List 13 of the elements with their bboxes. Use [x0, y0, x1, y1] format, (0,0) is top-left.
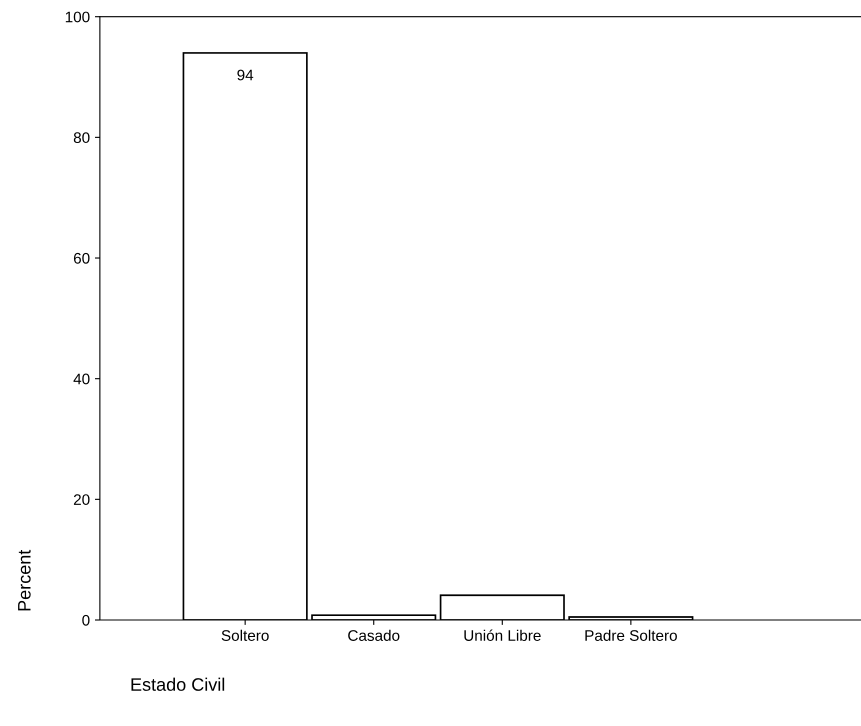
y-axis-title: Percent [18, 550, 31, 610]
y-tick-label: 40 [74, 374, 90, 384]
y-tick-label: 80 [74, 132, 90, 144]
x-tick-label: Soltero [222, 630, 269, 641]
y-tick-label: 0 [82, 614, 90, 626]
x-tick-label: Casado [348, 630, 400, 641]
data-label: 94 [237, 70, 254, 80]
y-tick-label: 60 [74, 252, 90, 264]
y-tick-label: 100 [66, 12, 90, 22]
x-axis-title: Estado Civil [131, 678, 224, 691]
y-tick-label: 20 [74, 494, 90, 506]
x-tick-label: Unión Libre [464, 630, 541, 641]
x-tick-label: Padre Soltero [585, 630, 677, 641]
